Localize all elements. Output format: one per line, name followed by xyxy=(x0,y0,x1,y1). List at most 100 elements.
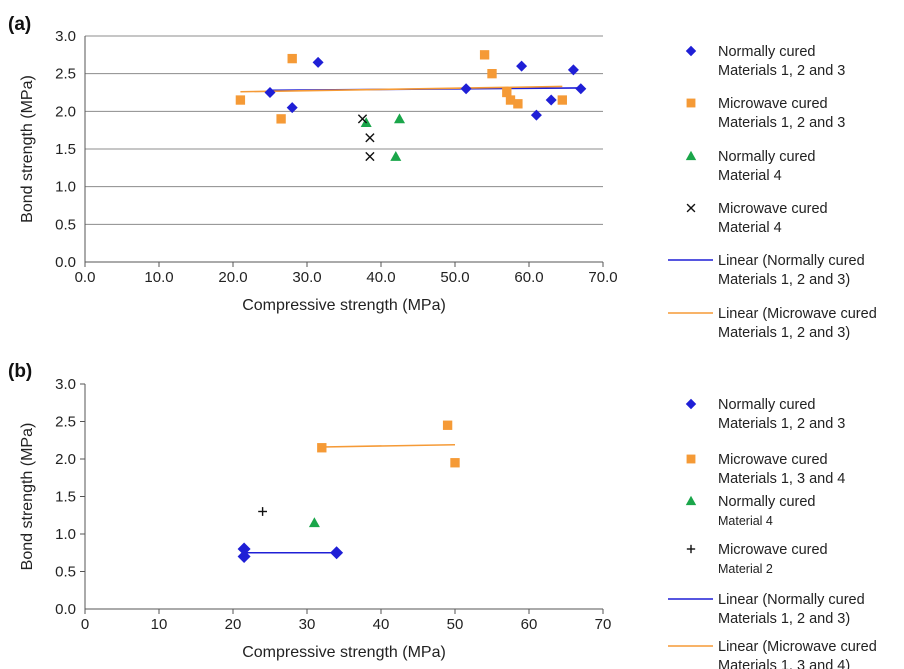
legend-swatch-diamond xyxy=(685,398,697,410)
y-tick-label: 0.0 xyxy=(55,254,76,271)
chart-panel-a: (a) 0.0 0.5 1.0 1.5 2.0 2.5 3.0 0.0 10.0 20.0 30.0 4… xyxy=(8,14,877,341)
y-tick-label: 1.5 xyxy=(55,141,76,158)
data-point-square xyxy=(502,87,512,98)
legend-label: Material 4 xyxy=(718,514,773,528)
data-point-x xyxy=(357,114,368,124)
legend-swatch-x xyxy=(686,203,696,213)
data-point-square xyxy=(276,114,286,124)
legend-label: Microwave cured xyxy=(718,452,828,468)
y-tick-label: 1.0 xyxy=(55,526,76,543)
legend-swatch-square xyxy=(686,454,696,464)
y-tick-label: 2.5 xyxy=(55,66,76,83)
y-tick-label: 0.5 xyxy=(55,216,76,233)
data-point-square xyxy=(442,420,453,430)
legend-label: Normally cured xyxy=(718,397,816,413)
y-tick-label: 3.0 xyxy=(55,376,76,393)
data-point-diamond xyxy=(545,94,557,106)
data-point-diamond xyxy=(286,102,298,114)
x-tick-label: 60.0 xyxy=(514,269,543,286)
x-axis-title: Compressive strength (MPa) xyxy=(242,297,446,314)
data-point-triangle xyxy=(308,517,320,528)
x-axis-title: Compressive strength (MPa) xyxy=(242,644,446,661)
legend-label: Linear (Microwave cured xyxy=(718,306,877,322)
data-point-square xyxy=(317,443,327,453)
data-point-x xyxy=(365,151,375,162)
data-point-square xyxy=(505,95,516,105)
y-tick-label: 2.0 xyxy=(55,103,76,120)
y-tick-label: 1.5 xyxy=(55,489,76,506)
legend-label: Materials 1, 2 and 3) xyxy=(718,611,850,627)
data-point-triangle xyxy=(390,151,402,161)
x-tick-label: 70.0 xyxy=(588,269,617,286)
data-point-diamond xyxy=(330,546,344,560)
x-tick-label: 50 xyxy=(447,616,464,633)
data-point-diamond xyxy=(516,60,528,72)
data-point-diamond xyxy=(237,550,251,563)
y-tick-label: 0.5 xyxy=(55,564,76,581)
legend-label: Normally cured xyxy=(718,149,816,165)
legend-label: Materials 1, 2 and 3) xyxy=(718,325,850,341)
legend: Normally cured Materials 1, 2 and 3 Microw… xyxy=(668,397,877,669)
x-tick-label: 30 xyxy=(299,616,316,633)
legend: Normally cured Materials 1, 2 and 3 Microw… xyxy=(668,44,877,341)
data-point-triangle xyxy=(394,113,405,124)
data-point-square xyxy=(513,99,523,109)
x-tick-label: 70 xyxy=(595,616,612,633)
data-point-diamond xyxy=(567,64,579,76)
legend-label: Normally cured xyxy=(718,44,816,60)
legend-label: Linear (Microwave cured xyxy=(718,639,877,655)
panel-label: (b) xyxy=(8,361,32,382)
data-point-diamond xyxy=(312,56,324,68)
legend-swatch-diamond xyxy=(685,45,697,57)
data-point-square xyxy=(287,53,297,64)
data-point-square xyxy=(450,458,460,468)
data-point-square xyxy=(235,95,246,105)
data-point-diamond xyxy=(530,109,542,121)
legend-label: Microwave cured xyxy=(718,96,828,112)
panel-label: (a) xyxy=(8,14,31,35)
data-point-diamond xyxy=(575,83,587,95)
legend-swatch-plus xyxy=(686,544,696,554)
x-tick-label: 20 xyxy=(225,616,242,633)
data-point-diamond xyxy=(460,83,472,95)
x-tick-label: 30.0 xyxy=(292,269,321,286)
legend-label: Materials 1, 2 and 3 xyxy=(718,416,845,432)
x-tick-label: 60 xyxy=(521,616,538,633)
data-point-square xyxy=(479,50,490,60)
data-point-square xyxy=(487,68,497,79)
x-tick-label: 40.0 xyxy=(366,269,395,286)
x-tick-label: 10.0 xyxy=(144,269,173,286)
x-tick-label: 0.0 xyxy=(75,269,96,286)
legend-label: Microwave cured xyxy=(718,542,828,558)
data-point-diamond xyxy=(264,87,276,98)
legend-label: Materials 1, 2 and 3 xyxy=(718,115,845,131)
y-tick-label: 2.0 xyxy=(55,451,76,468)
legend-swatch-triangle xyxy=(685,495,697,506)
data-point-diamond xyxy=(237,542,251,556)
legend-label: Materials 1, 3 and 4) xyxy=(718,658,850,669)
trend-line xyxy=(240,85,563,93)
legend-label: Materials 1, 2 and 3) xyxy=(718,272,850,288)
x-tick-label: 20.0 xyxy=(218,269,247,286)
y-tick-label: 0.0 xyxy=(55,601,76,618)
legend-label: Materials 1, 3 and 4 xyxy=(718,471,845,487)
legend-label: Material 4 xyxy=(718,168,782,184)
chart-panel-b: (b) 0.0 0.5 1.0 1.5 2.0 2.5 3.0 0 10 20 30 40 50 60 70 C… xyxy=(8,361,877,669)
legend-label: Material 4 xyxy=(718,220,782,236)
y-tick-label: 1.0 xyxy=(55,179,76,196)
legend-swatch-square xyxy=(686,98,696,108)
legend-label: Material 2 xyxy=(718,562,773,576)
legend-label: Normally cured xyxy=(718,494,816,510)
data-point-plus xyxy=(258,507,267,516)
x-tick-label: 0 xyxy=(81,616,89,633)
x-tick-label: 40 xyxy=(373,616,390,633)
trend-line xyxy=(321,443,456,448)
legend-label: Materials 1, 2 and 3 xyxy=(718,63,845,79)
x-tick-label: 50.0 xyxy=(440,269,469,286)
y-tick-label: 3.0 xyxy=(55,28,76,45)
y-axis-title: Bond strength (MPa) xyxy=(19,75,36,223)
data-point-x xyxy=(365,133,375,143)
legend-label: Microwave cured xyxy=(718,201,828,217)
legend-swatch-triangle xyxy=(685,150,697,161)
